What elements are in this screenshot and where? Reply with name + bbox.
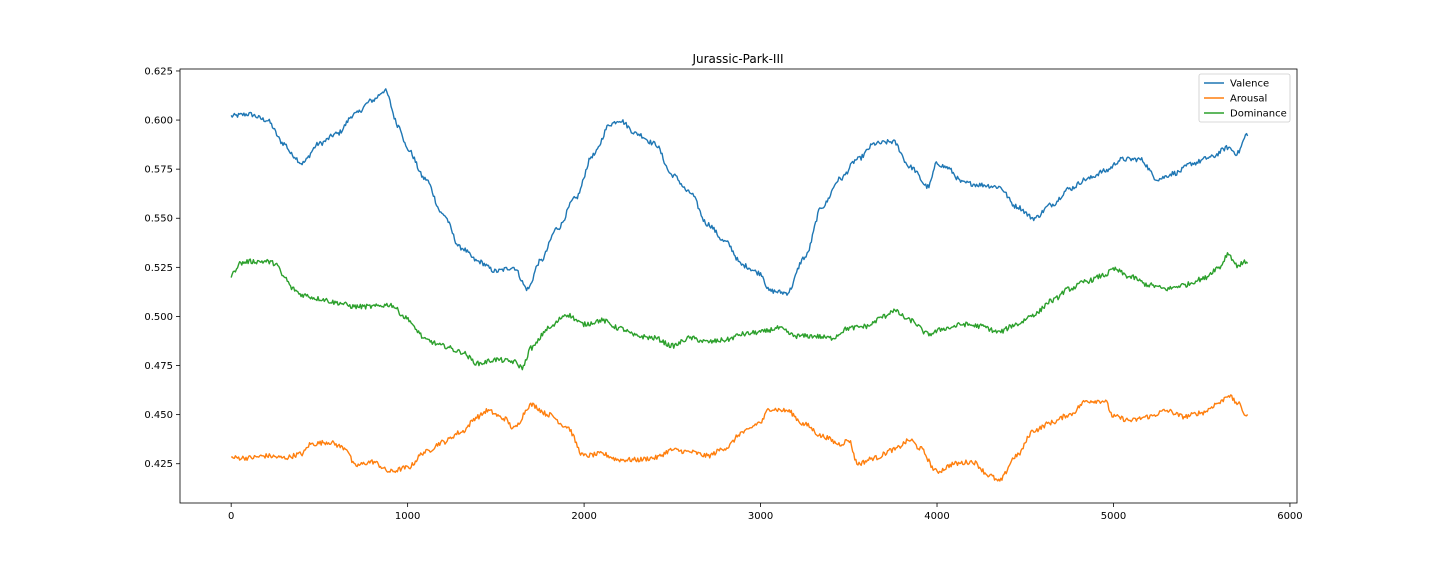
x-tick-label: 4000 — [924, 511, 949, 522]
legend-label-valence: Valence — [1230, 79, 1269, 90]
x-tick-label: 0 — [228, 511, 234, 522]
y-tick-label: 0.600 — [144, 116, 173, 127]
y-tick-label: 0.425 — [144, 459, 173, 470]
y-tick-label: 0.450 — [144, 410, 173, 421]
axes-frame — [179, 68, 1298, 504]
y-tick-label: 0.625 — [144, 66, 173, 77]
x-tick-label: 5000 — [1101, 511, 1126, 522]
series-line-dominance — [230, 252, 1249, 371]
x-tick-label: 6000 — [1277, 511, 1302, 522]
y-tick-label: 0.475 — [144, 361, 173, 372]
x-tick-label: 1000 — [395, 511, 420, 522]
plot-area: 0 1000 2000 3000 4000 5000 6000 0.425 0.450 0.475… — [144, 66, 1302, 522]
legend: Valence Arousal Dominance — [1198, 73, 1291, 123]
y-tick-label: 0.500 — [144, 312, 173, 323]
chart-title: Jurassic-Park-III — [691, 52, 783, 66]
legend-label-dominance: Dominance — [1230, 109, 1287, 120]
legend-box — [1198, 73, 1291, 123]
legend-label-arousal: Arousal — [1230, 94, 1267, 105]
y-tick-label: 0.575 — [144, 165, 173, 176]
series-line-valence — [230, 88, 1249, 296]
x-tick-label: 3000 — [748, 511, 773, 522]
x-tick-label: 2000 — [571, 511, 596, 522]
y-tick-label: 0.550 — [144, 214, 173, 225]
y-tick-label: 0.525 — [144, 263, 173, 274]
series-line-arousal — [231, 394, 1249, 482]
